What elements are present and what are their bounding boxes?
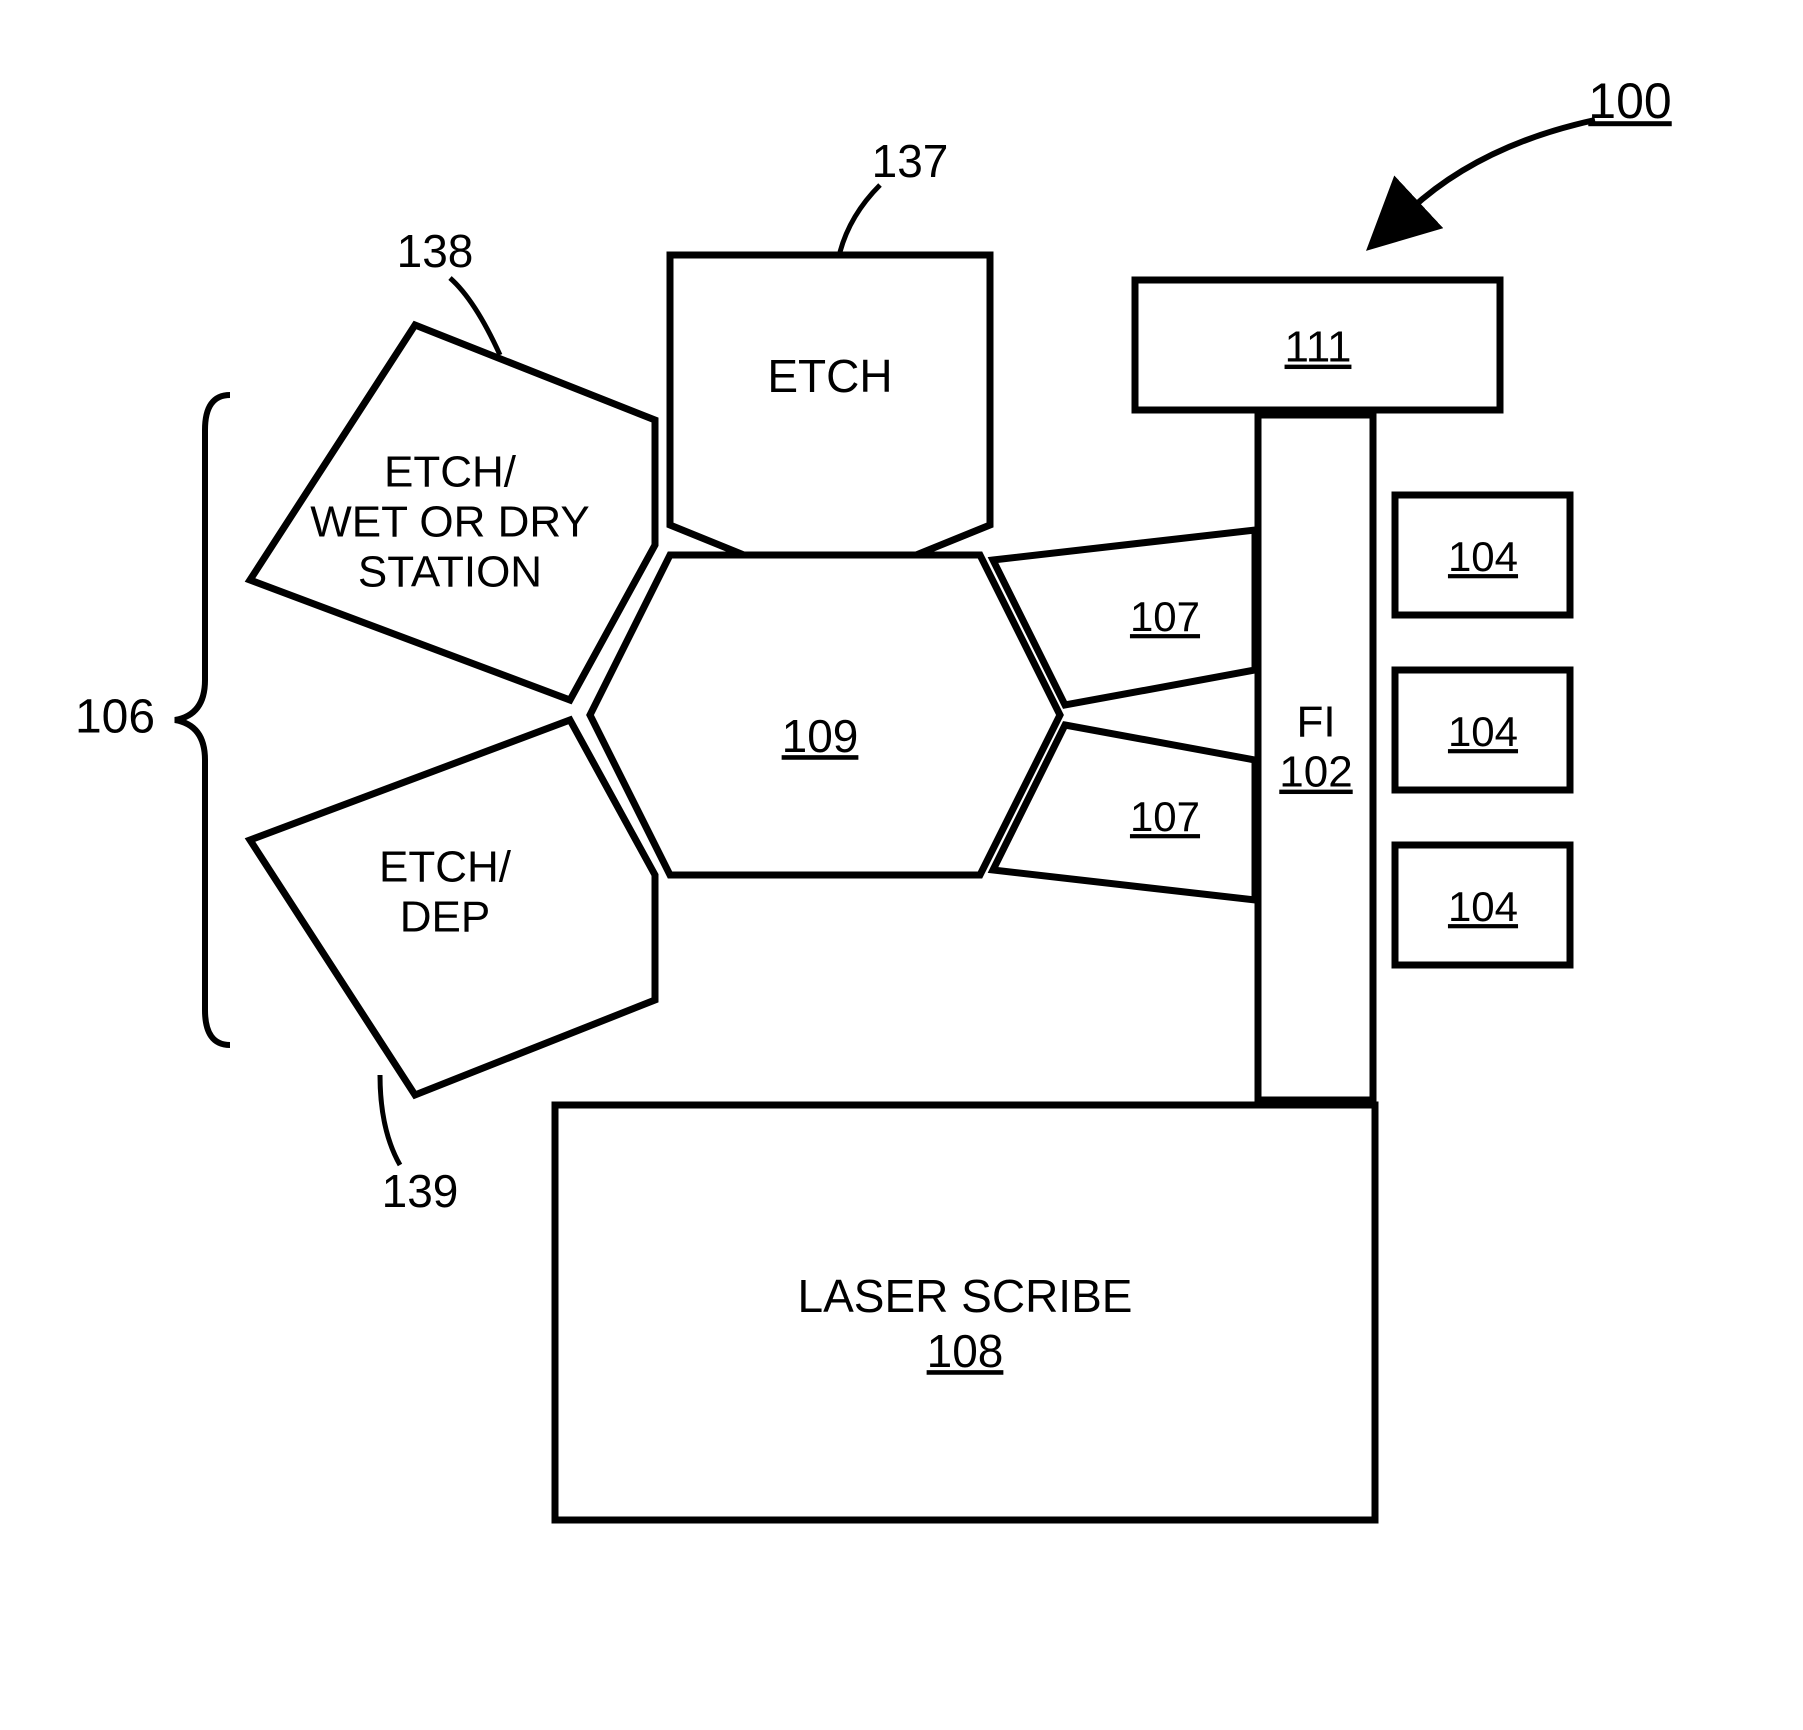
wet-dry-line1: ETCH/ (384, 448, 517, 497)
foup-2: 104 (1395, 670, 1570, 790)
etch-chamber: ETCH (670, 255, 990, 590)
loadlock-bottom-ref: 107 (1130, 793, 1200, 840)
etch-callout-leader (840, 185, 880, 252)
top-module: 111 (1135, 280, 1500, 410)
laser-scribe: LASER SCRIBE 108 (555, 1105, 1375, 1520)
etch-dep-line1: ETCH/ (379, 843, 512, 892)
foup-3: 104 (1395, 845, 1570, 965)
laser-scribe-ref: 108 (927, 1325, 1004, 1377)
foup-1-ref: 104 (1448, 533, 1518, 580)
cluster-brace (175, 395, 230, 1045)
fi-ref: 102 (1279, 748, 1352, 797)
etch-callout: 137 (872, 135, 949, 187)
hub-hexagon: 109 (590, 555, 1060, 875)
hub-ref: 109 (782, 710, 859, 762)
cluster-ref: 106 (75, 691, 155, 744)
wet-dry-callout: 138 (397, 225, 474, 277)
wet-dry-line3: STATION (358, 548, 542, 597)
foup-3-ref: 104 (1448, 883, 1518, 930)
wet-dry-chamber: ETCH/ WET OR DRY STATION (250, 325, 655, 700)
laser-scribe-label: LASER SCRIBE (798, 1270, 1133, 1322)
foup-2-ref: 104 (1448, 708, 1518, 755)
fi-module: FI 102 (1258, 415, 1373, 1100)
etch-dep-chamber: ETCH/ DEP (250, 720, 655, 1095)
fi-label: FI (1296, 698, 1335, 747)
etch-dep-callout: 139 (382, 1165, 459, 1217)
etch-dep-line2: DEP (400, 893, 490, 942)
figure-ref-arrow (1410, 120, 1595, 210)
wet-dry-line2: WET OR DRY (310, 498, 590, 547)
figure-ref: 100 (1588, 73, 1671, 129)
loadlock-top-ref: 107 (1130, 593, 1200, 640)
etch-dep-callout-leader (380, 1075, 400, 1165)
top-module-ref: 111 (1285, 323, 1352, 372)
foup-1: 104 (1395, 495, 1570, 615)
etch-label: ETCH (767, 350, 892, 402)
